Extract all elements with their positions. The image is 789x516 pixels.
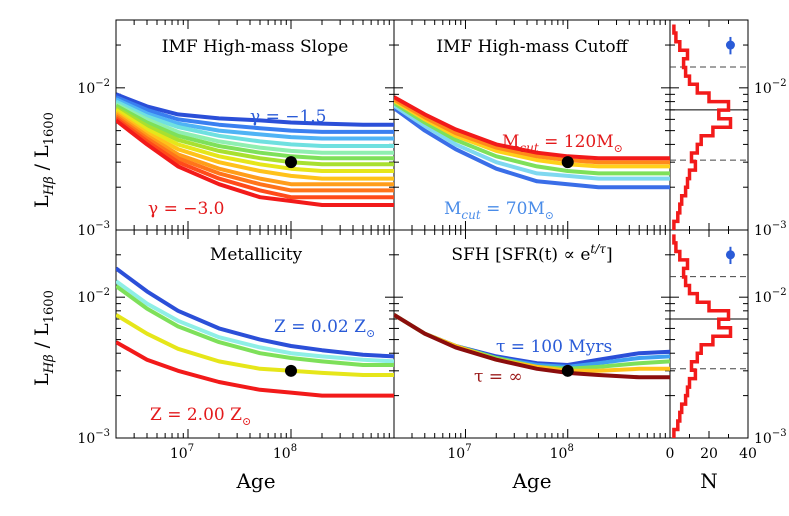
metallicity-annotation: Z = 2.00 Z⊙ [150,405,251,428]
y-tick-label: 10−2 [77,287,110,306]
imf-slope-series-line [116,92,394,127]
series-layer [116,24,748,438]
imf-slope-fiducial-point [284,156,297,169]
imf-slope-series-line [116,97,394,141]
imf-slope-series-line [116,106,394,167]
imf-slope-series-line [116,116,394,200]
y-tick-label-right: 10−3 [754,428,787,447]
x-axis-label-left: Age [235,469,275,493]
y-tick-label-right: 10−3 [754,220,787,239]
metallicity-series-line [116,340,394,398]
imf-slope-series-line [116,112,394,187]
imf-slope-series-line [116,102,394,155]
imf-slope-series-line [116,110,394,181]
sfh-series [394,313,670,380]
hist-x-tick-label: 40 [739,446,757,462]
sfh-series-line [394,313,670,380]
x-tick-label: 107 [447,443,471,462]
sfh-title: SFH [SFR(t) ∝ et/τ] [451,242,612,265]
imf-cutoff-annotation: Mcut = 70M⊙ [444,199,554,222]
imf-cutoff-series-line [394,97,670,165]
metallicity-fiducial-point [284,364,297,377]
y-tick-label: 10−3 [77,428,110,447]
x-axis-label-right: Age [511,469,551,493]
imf-cutoff-series [394,95,670,190]
histogram-top-bars [670,24,748,230]
x-tick-label: 107 [170,443,194,462]
imf-slope-series-line [116,118,394,207]
y-tick-label: 10−2 [77,78,110,97]
imf-cutoff-series-line [394,103,670,181]
metallicity-series [116,266,394,398]
imf-cutoff-series-line [394,99,670,169]
imf-slope-series-line [116,114,394,193]
x-tick-label: 108 [273,443,297,462]
metallicity-series-line [116,279,394,364]
y-axis-label-bottom: LHβ / L1600 [31,290,57,386]
imf-slope-series-line [116,103,394,161]
imf-slope-series-line [116,108,394,173]
imf-slope-series [116,92,394,207]
imf-cutoff-title: IMF High-mass Cutoff [436,37,629,57]
metallicity-annotation: Z = 0.02 Z⊙ [274,317,375,340]
y-tick-label: 10−3 [77,220,110,239]
imf-slope-title: IMF High-mass Slope [162,37,349,57]
sfh-annotation: τ = 100 Myrs [496,337,612,357]
hist-x-axis-label: N [700,469,718,493]
imf-cutoff-fiducial-point [561,156,574,169]
histogram-top-histogram-step [672,24,733,230]
axes-layer [115,19,749,439]
histogram-bottom-histogram-step [672,234,733,438]
metallicity-series-line [116,266,394,359]
y-tick-label-right: 10−2 [754,78,787,97]
metallicity-series-line [116,284,394,367]
histogram-bottom-bars [670,234,748,438]
metallicity-title: Metallicity [210,245,303,265]
imf-slope-series-line [116,95,394,134]
imf-slope-annotation: γ = −1.5 [250,107,327,127]
sfh-annotation: τ = ∞ [474,367,523,387]
x-tick-label: 108 [550,443,574,462]
imf-slope-annotation: γ = −3.0 [148,199,225,219]
labels-layer: 10−3 10−2 IMF High-mass Slope γ = −1.5 γ = −… [77,37,786,462]
imf-slope-series-line [116,99,394,148]
imf-cutoff-series-line [394,106,670,190]
histogram-bottom-error-point [725,250,735,260]
metallicity-series-line [116,313,394,377]
imf-cutoff-annotation: Mcut = 120M⊙ [502,132,623,155]
histogram-top-error-point [725,40,735,50]
hist-x-tick-label: 0 [666,446,675,462]
imf-cutoff-series-line [394,95,670,161]
y-tick-label-right: 10−2 [754,287,787,306]
imf-cutoff-series-line [394,101,670,176]
sfh-fiducial-point [561,364,574,377]
hist-x-tick-label: 20 [700,446,718,462]
y-axis-label-top: LHβ / L1600 [31,112,57,208]
